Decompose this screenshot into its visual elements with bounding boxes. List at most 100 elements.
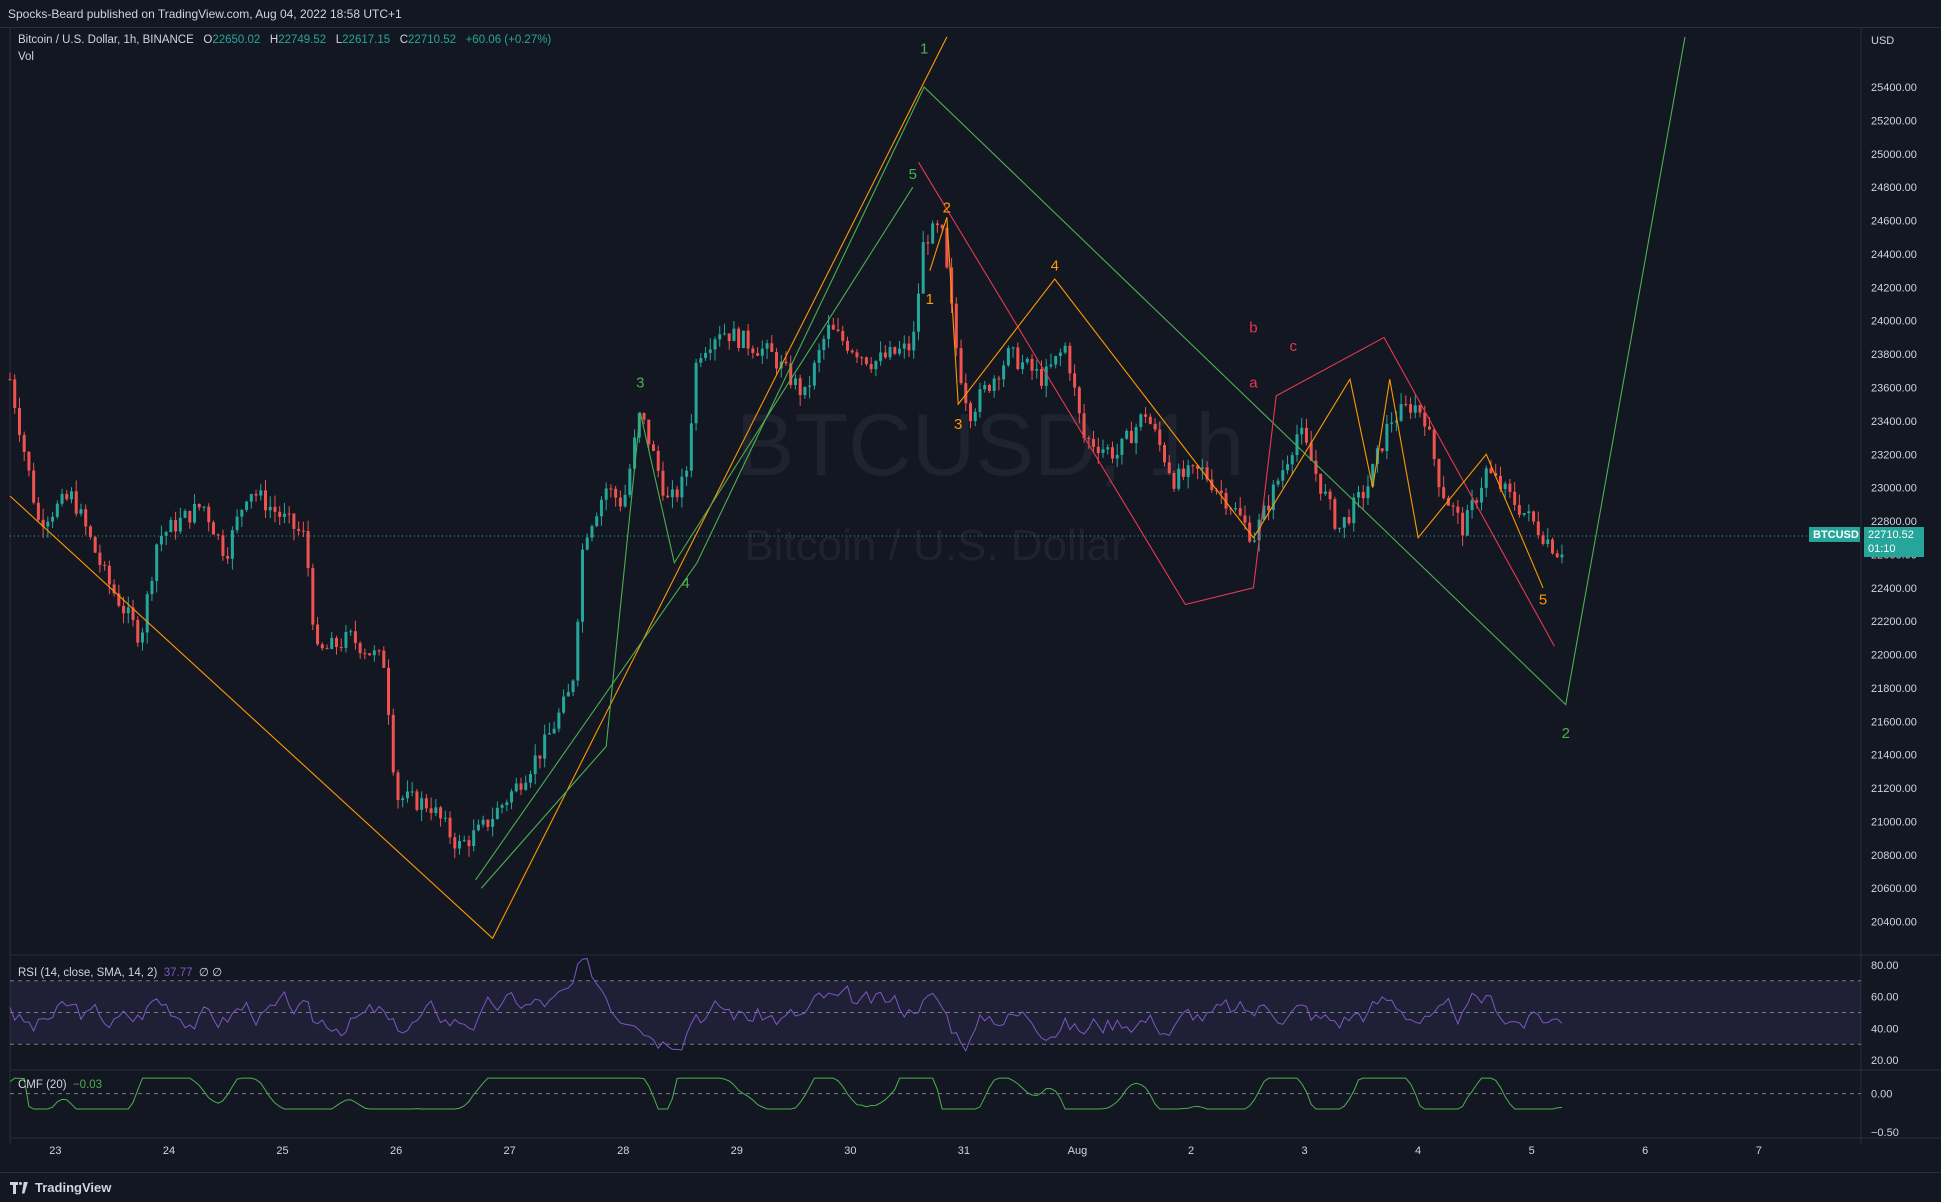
candle-body bbox=[65, 493, 69, 500]
x-tick-label: 28 bbox=[617, 1145, 629, 1157]
candle-body bbox=[140, 632, 144, 643]
candle-body bbox=[808, 385, 812, 387]
candle-body bbox=[1304, 427, 1308, 443]
y-tick-label: 23800.00 bbox=[1871, 349, 1917, 361]
price-axis-bg[interactable] bbox=[1861, 27, 1941, 1172]
candle-body bbox=[1243, 515, 1247, 523]
rsi-legend[interactable]: RSI (14, close, SMA, 14, 2) 37.77 ∅ ∅ bbox=[18, 965, 222, 979]
candle-body bbox=[855, 352, 859, 358]
y-tick-label: 20800.00 bbox=[1871, 850, 1917, 862]
candle-body bbox=[1134, 427, 1138, 444]
candle-body bbox=[670, 489, 674, 498]
cmf-label: CMF (20) bbox=[18, 1079, 67, 1091]
candle-body bbox=[1262, 505, 1266, 520]
candle-body bbox=[1257, 519, 1261, 541]
cmf-legend[interactable]: CMF (20) −0.03 bbox=[18, 1079, 102, 1091]
candle-body bbox=[93, 536, 97, 553]
candle-body bbox=[226, 555, 230, 559]
candle-body bbox=[1144, 414, 1148, 417]
candle-body bbox=[827, 324, 831, 339]
rsi-tick-label: 60.00 bbox=[1871, 992, 1899, 1004]
candle-body bbox=[1461, 512, 1465, 536]
candle-body bbox=[202, 506, 206, 508]
candle-body bbox=[330, 637, 334, 649]
candle-body bbox=[1527, 511, 1531, 514]
candle-body bbox=[1295, 434, 1299, 456]
candle-body bbox=[1021, 362, 1025, 370]
symbol-tag-text: BTCUSD bbox=[1813, 529, 1859, 541]
candle-body bbox=[599, 499, 603, 517]
candle-body bbox=[812, 362, 816, 386]
rsi-tick-label: 40.00 bbox=[1871, 1023, 1899, 1035]
candle-body bbox=[1522, 513, 1526, 515]
x-tick-label: 2 bbox=[1188, 1145, 1194, 1157]
candle-body bbox=[618, 497, 622, 507]
candle-body bbox=[1451, 505, 1455, 507]
candle-body bbox=[1006, 348, 1010, 366]
candle-body bbox=[1342, 517, 1346, 528]
candle-body bbox=[1229, 508, 1233, 510]
candle-body bbox=[424, 798, 428, 809]
symbol-title[interactable]: Bitcoin / U.S. Dollar, 1h, BINANCE bbox=[18, 34, 194, 46]
candle-body bbox=[1238, 508, 1242, 516]
green-wave-line bbox=[475, 36, 1686, 881]
candle-body bbox=[1252, 540, 1256, 542]
candle-body bbox=[500, 805, 504, 808]
candle-body bbox=[1555, 553, 1559, 558]
low-label: L bbox=[335, 34, 343, 46]
candle-body bbox=[1077, 387, 1081, 414]
candle-body bbox=[1177, 468, 1181, 489]
candle-body bbox=[997, 378, 1001, 380]
candle-body bbox=[935, 223, 939, 226]
candle-body bbox=[557, 712, 561, 729]
wave-label: 1 bbox=[926, 291, 934, 308]
wave-label: 3 bbox=[954, 416, 962, 433]
candle-body bbox=[36, 502, 40, 520]
candle-body bbox=[623, 494, 627, 507]
candle-body bbox=[978, 389, 982, 412]
volume-label[interactable]: Vol bbox=[18, 51, 34, 63]
rsi-value: 37.77 bbox=[163, 967, 193, 979]
candle-body bbox=[74, 491, 78, 514]
symbol-tag[interactable] bbox=[1809, 526, 1860, 542]
candle-body bbox=[155, 544, 159, 581]
candle-body bbox=[1158, 429, 1162, 446]
candle-body bbox=[1513, 491, 1517, 505]
candle-body bbox=[79, 509, 83, 514]
candle-body bbox=[552, 728, 556, 734]
candle-body bbox=[1446, 498, 1450, 506]
y-tick-label: 25400.00 bbox=[1871, 82, 1917, 94]
candle-body bbox=[1456, 506, 1460, 513]
candle-body bbox=[604, 488, 608, 500]
candle-body bbox=[1196, 465, 1200, 469]
candle-body bbox=[1267, 505, 1271, 511]
candle-body bbox=[448, 817, 452, 838]
cmf-line bbox=[9, 1077, 1563, 1110]
red-abc-line bbox=[917, 161, 1555, 647]
candle-body bbox=[789, 363, 793, 385]
candle-body bbox=[1399, 404, 1403, 421]
candle-body bbox=[694, 362, 698, 424]
orange-trend-line bbox=[9, 36, 948, 940]
candle-body bbox=[197, 503, 201, 508]
candle-body bbox=[590, 526, 594, 538]
candle-body bbox=[8, 379, 12, 381]
wave-label: b bbox=[1249, 319, 1257, 336]
candle-body bbox=[893, 347, 897, 354]
candle-body bbox=[850, 350, 854, 353]
tradingview-logo[interactable]: TradingView bbox=[10, 1180, 111, 1195]
price-tag[interactable] bbox=[1864, 526, 1924, 557]
candle-body bbox=[240, 509, 244, 517]
cmf-tick-label: −0.50 bbox=[1871, 1127, 1899, 1139]
candle-body bbox=[793, 378, 797, 385]
candle-body bbox=[254, 494, 258, 496]
candle-body bbox=[1125, 430, 1129, 439]
candle-body bbox=[1205, 467, 1209, 480]
candle-body bbox=[647, 419, 651, 445]
candle-body bbox=[282, 513, 286, 517]
candle-body bbox=[22, 434, 26, 452]
x-tick-label: 25 bbox=[276, 1145, 288, 1157]
candle-body bbox=[817, 350, 821, 363]
candle-body bbox=[760, 348, 764, 356]
